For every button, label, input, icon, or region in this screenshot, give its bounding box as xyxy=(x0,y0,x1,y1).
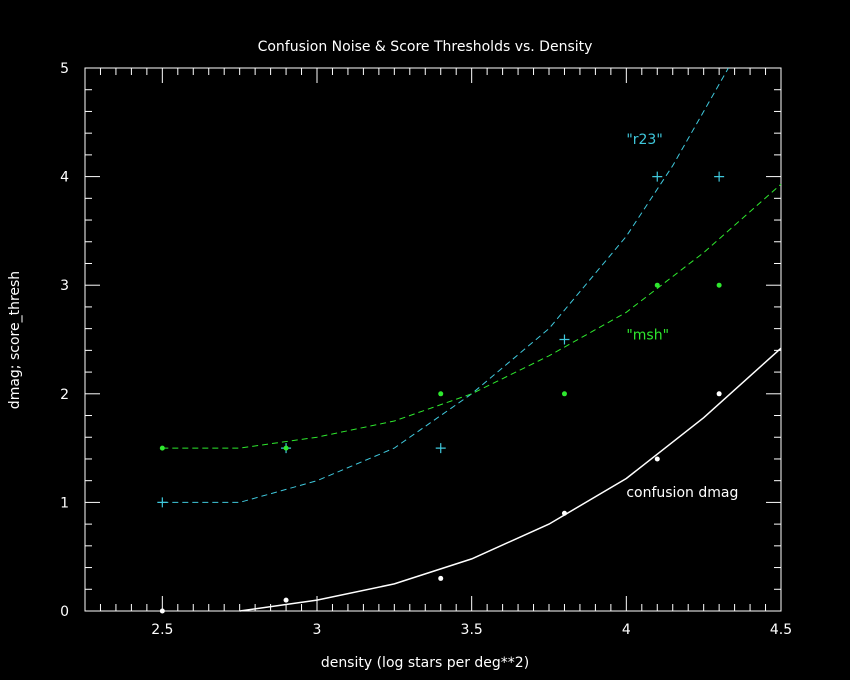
data-point xyxy=(438,391,444,397)
x-axis-label: density (log stars per deg**2) xyxy=(321,655,529,671)
data-point xyxy=(714,171,725,182)
data-point xyxy=(561,510,567,516)
y-tick-label: 4 xyxy=(60,170,69,186)
series-layer: "r23" "msh" confusion dmag xyxy=(157,67,782,614)
series-line xyxy=(162,67,729,503)
x-tick-label: 3.5 xyxy=(461,622,483,638)
data-point xyxy=(654,456,660,462)
data-point xyxy=(157,497,168,508)
series-line xyxy=(162,183,782,449)
data-point xyxy=(716,391,722,397)
chart-title: Confusion Noise & Score Thresholds vs. D… xyxy=(258,39,593,55)
data-point xyxy=(435,443,446,454)
data-point xyxy=(652,171,663,182)
data-point xyxy=(438,575,444,581)
data-point xyxy=(716,282,722,288)
series-line xyxy=(239,347,782,612)
data-point xyxy=(654,282,660,288)
series-label: "msh" xyxy=(626,328,669,344)
x-tick-label: 3 xyxy=(313,622,322,638)
x-tick-label: 2.5 xyxy=(151,622,173,638)
series-label: confusion dmag xyxy=(626,485,738,501)
x-tick-label: 4.5 xyxy=(770,622,792,638)
data-point xyxy=(159,445,165,451)
y-tick-label: 3 xyxy=(60,278,69,294)
series-label: "r23" xyxy=(626,132,662,148)
plot-frame xyxy=(84,67,782,612)
data-point xyxy=(283,597,289,603)
y-tick-label: 5 xyxy=(60,61,69,77)
data-point xyxy=(561,391,567,397)
y-tick-label: 0 xyxy=(60,604,69,620)
x-tick-label: 4 xyxy=(622,622,631,638)
y-tick-label: 2 xyxy=(60,387,69,403)
data-point xyxy=(559,334,570,345)
y-axis-label: dmag; score_thresh xyxy=(7,271,23,409)
y-tick-label: 1 xyxy=(60,495,69,511)
axis-ticks: 2.5 3 3.5 4 4.5 0 1 2 3 4 5 xyxy=(60,61,792,638)
data-point xyxy=(159,608,165,614)
data-point xyxy=(283,445,289,451)
